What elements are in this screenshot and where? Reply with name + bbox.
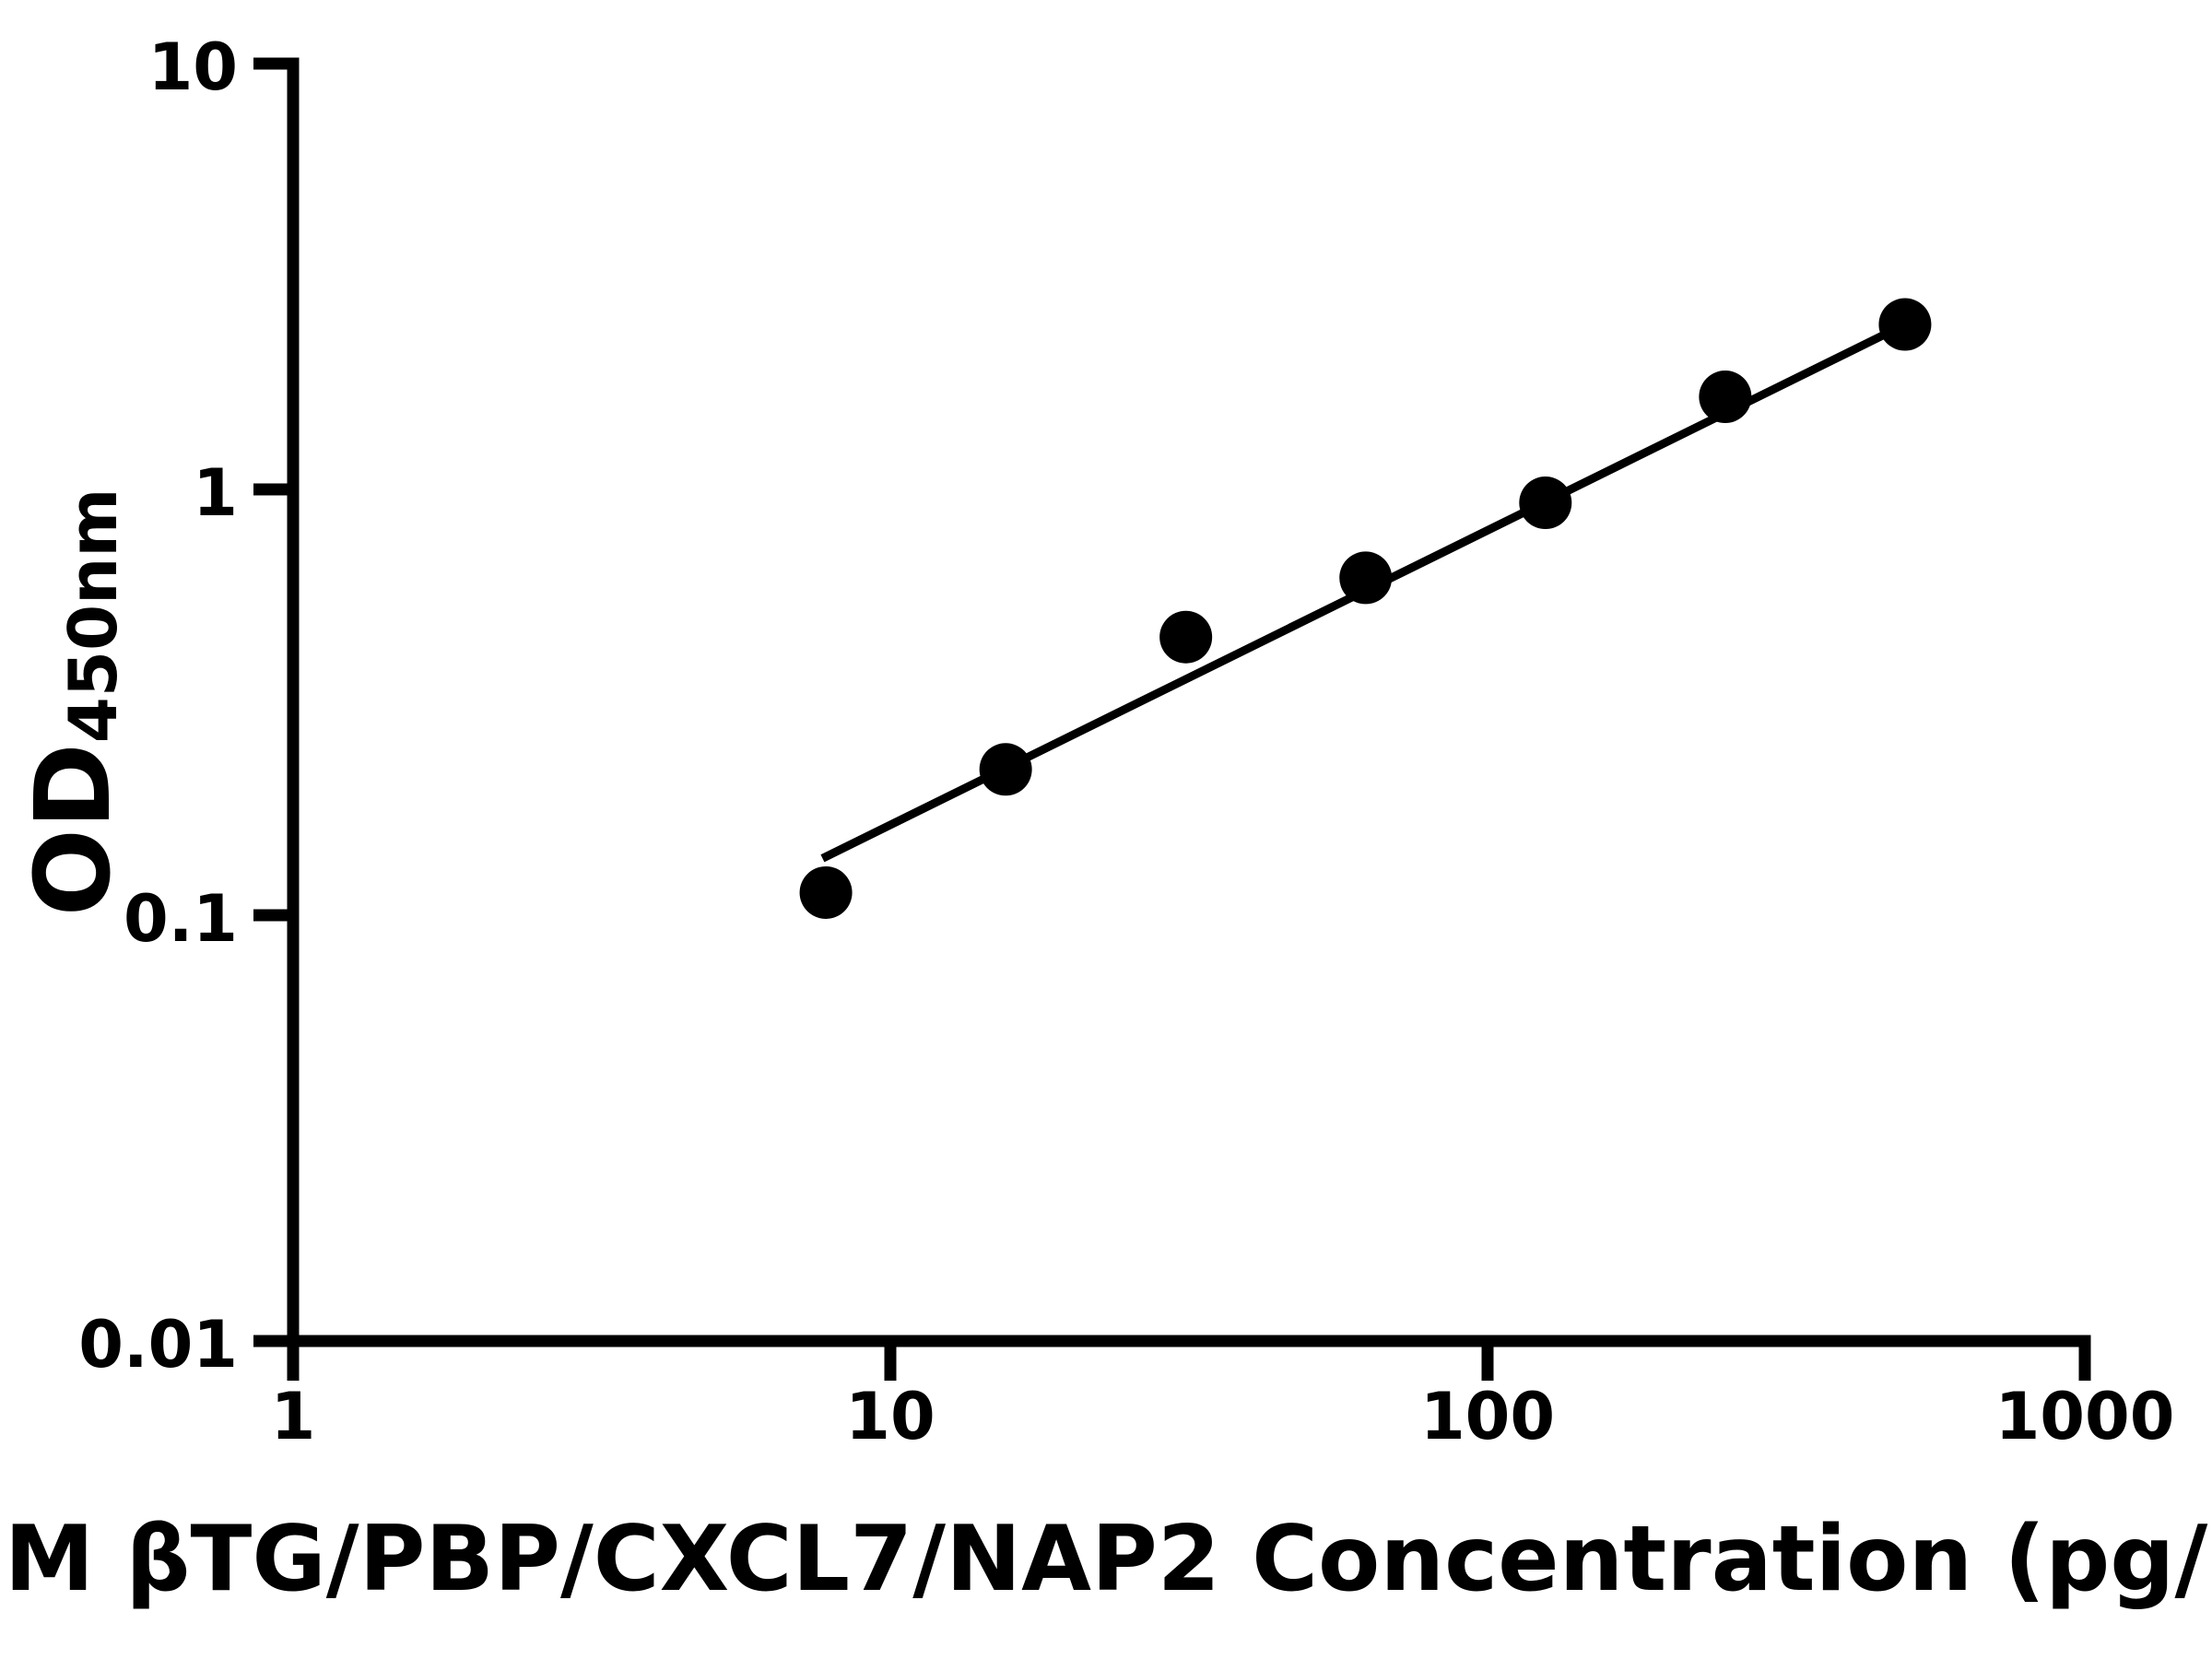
x-tick-label: 1000: [1995, 1379, 2175, 1454]
data-point: [1339, 551, 1393, 605]
x-axis: [253, 1335, 2091, 1381]
y-axis: [253, 57, 300, 1381]
y-axis-title: OD450nm: [14, 488, 134, 917]
y-tick-label: 0.1: [124, 881, 238, 957]
data-point: [1159, 610, 1213, 664]
y-tick-label: 10: [148, 29, 238, 105]
fit-line: [820, 320, 1907, 863]
x-axis-title: M βTG/PBP/CXCL7/NAP2 Concentration (pg/: [4, 1507, 2208, 1612]
x-tick-label: 1: [271, 1379, 316, 1454]
x-tick-label: 100: [1420, 1379, 1555, 1454]
y-tick-label: 1: [193, 455, 238, 531]
x-tick-label: 10: [845, 1379, 935, 1454]
y-axis-title-sub: 450nm: [54, 488, 132, 744]
y-axis-title-main: OD: [14, 743, 134, 916]
data-point: [799, 865, 853, 919]
y-tick-label: 0.01: [78, 1307, 238, 1382]
